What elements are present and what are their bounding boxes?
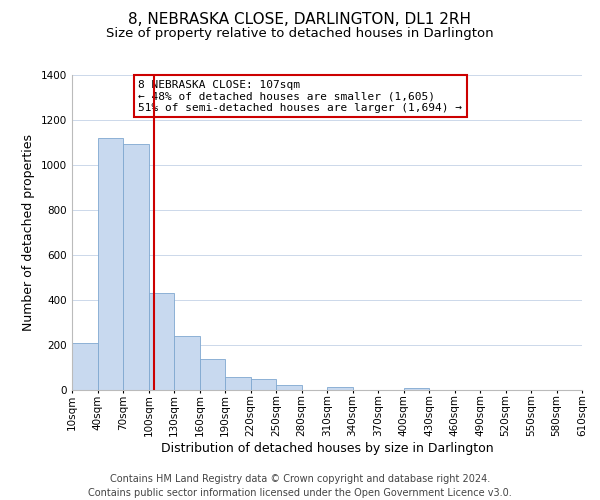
Text: 8 NEBRASKA CLOSE: 107sqm
← 48% of detached houses are smaller (1,605)
51% of sem: 8 NEBRASKA CLOSE: 107sqm ← 48% of detach… (139, 80, 463, 113)
Bar (149, 293, 174, 390)
Bar (251, 380, 276, 390)
Text: 8, NEBRASKA CLOSE, DARLINGTON, DL1 2RH: 8, NEBRASKA CLOSE, DARLINGTON, DL1 2RH (128, 12, 472, 28)
Text: Contains HM Land Registry data © Crown copyright and database right 2024.
Contai: Contains HM Land Registry data © Crown c… (88, 474, 512, 498)
Bar (225, 376, 251, 390)
Bar (276, 385, 302, 390)
Bar (97, 138, 123, 390)
Bar (327, 386, 353, 390)
Bar (174, 336, 199, 390)
Bar (199, 358, 225, 390)
Text: Size of property relative to detached houses in Darlington: Size of property relative to detached ho… (106, 28, 494, 40)
Y-axis label: Number of detached properties: Number of detached properties (22, 134, 35, 331)
Bar (123, 144, 149, 390)
Bar (404, 388, 429, 390)
Bar (72, 343, 97, 390)
X-axis label: Distribution of detached houses by size in Darlington: Distribution of detached houses by size … (161, 442, 493, 454)
